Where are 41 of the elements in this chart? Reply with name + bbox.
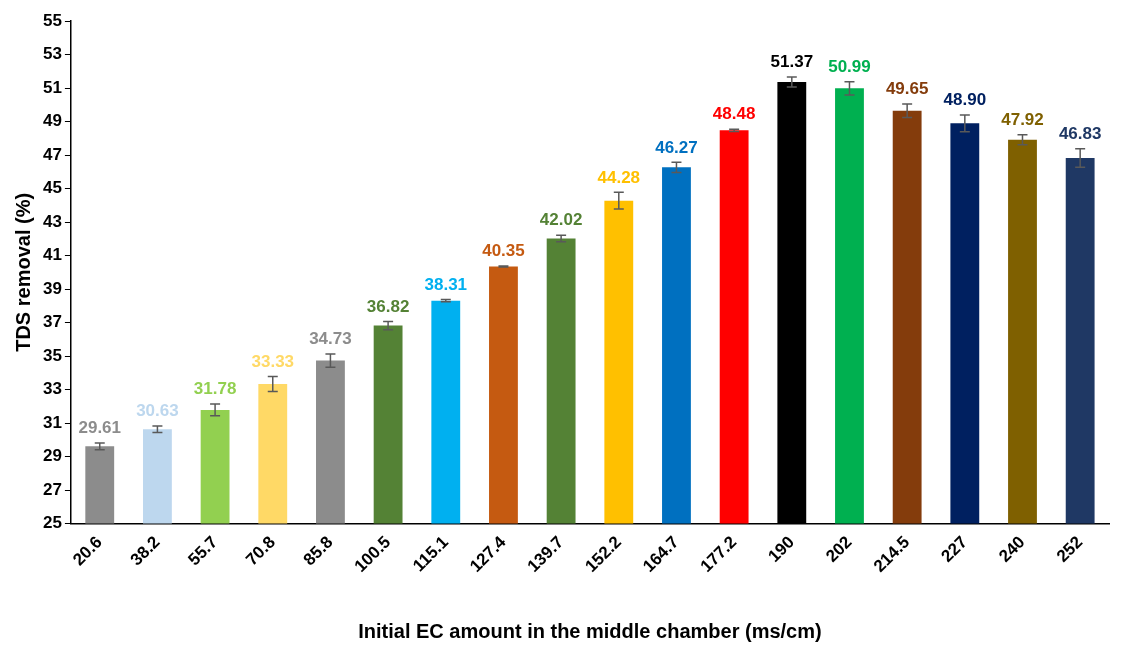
y-tick-label: 55	[42, 10, 62, 30]
y-tick-label: 47	[42, 144, 62, 164]
data-label: 31.78	[193, 379, 237, 399]
x-tick-label: 190	[764, 532, 798, 566]
data-label: 50.99	[828, 56, 871, 76]
data-label: 30.63	[136, 401, 179, 421]
data-label: 48.48	[712, 104, 756, 124]
y-tick-label: 45	[42, 178, 62, 198]
x-tick-label: 227	[937, 532, 971, 566]
data-label: 38.31	[424, 274, 468, 294]
x-tick-label: 202	[822, 532, 856, 566]
y-tick-label: 33	[42, 379, 62, 399]
data-label: 47.92	[1001, 109, 1044, 129]
x-tick-label: 240	[995, 532, 1029, 566]
data-label: 42.02	[539, 210, 583, 230]
x-axis-title: Initial EC amount in the middle chamber (ms/cm)	[358, 619, 822, 642]
data-label: 49.65	[885, 79, 929, 99]
data-label: 29.61	[78, 418, 122, 438]
x-tick-label: 252	[1052, 532, 1087, 566]
y-tick-label: 51	[42, 77, 62, 97]
y-tick-label: 31	[42, 412, 62, 432]
data-label: 46.83	[1058, 123, 1102, 143]
data-label: 33.33	[251, 351, 295, 371]
y-tick-label: 41	[42, 245, 62, 265]
data-label: 44.28	[597, 167, 641, 187]
y-tick-label: 39	[42, 278, 62, 298]
data-label: 51.37	[770, 52, 814, 72]
y-axis-title: TDS removal (%)	[11, 192, 34, 352]
y-tick-label: 49	[42, 111, 62, 131]
y-tick-label: 53	[42, 44, 62, 64]
y-tick-label: 27	[42, 479, 62, 499]
y-tick-label: 29	[42, 446, 62, 466]
data-label: 34.73	[309, 329, 352, 349]
data-label: 48.90	[943, 90, 987, 110]
y-tick-label: 43	[42, 211, 62, 231]
data-label: 36.82	[366, 296, 410, 316]
data-label: 46.27	[655, 137, 698, 157]
data-label: 40.35	[482, 241, 525, 261]
y-tick-label: 35	[42, 345, 62, 365]
y-tick-label: 25	[42, 513, 62, 533]
y-tick-label: 37	[42, 312, 62, 332]
